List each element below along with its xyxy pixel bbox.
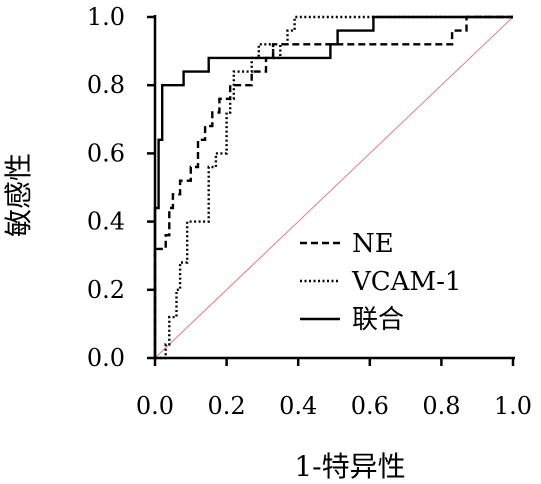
legend-label-3: 联合: [352, 305, 404, 335]
axes: 0.0 0.2 0.4 0.6 0.8 1.0 0.0 0.2 0.4 0.6 0.8 1.0: [87, 3, 532, 420]
series-line-2: [155, 15, 513, 360]
x-tick-label: 0.8: [422, 392, 460, 420]
y-tick-label: 0.2: [87, 276, 125, 304]
y-tick-label: 1.0: [87, 3, 125, 31]
legend: NE VCAM-1 联合: [300, 229, 461, 335]
y-tick-label: 0.8: [87, 71, 125, 99]
reference-diagonal-line: [154, 16, 514, 359]
x-axis-title: 1-特异性: [294, 450, 405, 483]
y-tick-label: 0.0: [87, 344, 125, 372]
y-tick-label: 0.6: [87, 139, 125, 167]
x-tick-label: 0.2: [208, 392, 246, 420]
y-axis-title: 敏感性: [2, 153, 35, 237]
x-tick-label: 0.4: [279, 392, 317, 420]
legend-label-1: NE: [352, 229, 394, 259]
x-tick-label: 0.0: [136, 392, 174, 420]
series-line-3: [153, 15, 513, 358]
series-line-1: [153, 15, 513, 358]
y-tick-label: 0.4: [87, 208, 125, 236]
legend-label-2: VCAM-1: [351, 267, 461, 297]
plot-area: [153, 15, 514, 360]
x-tick-label: 1.0: [494, 392, 532, 420]
x-tick-label: 0.6: [351, 392, 389, 420]
